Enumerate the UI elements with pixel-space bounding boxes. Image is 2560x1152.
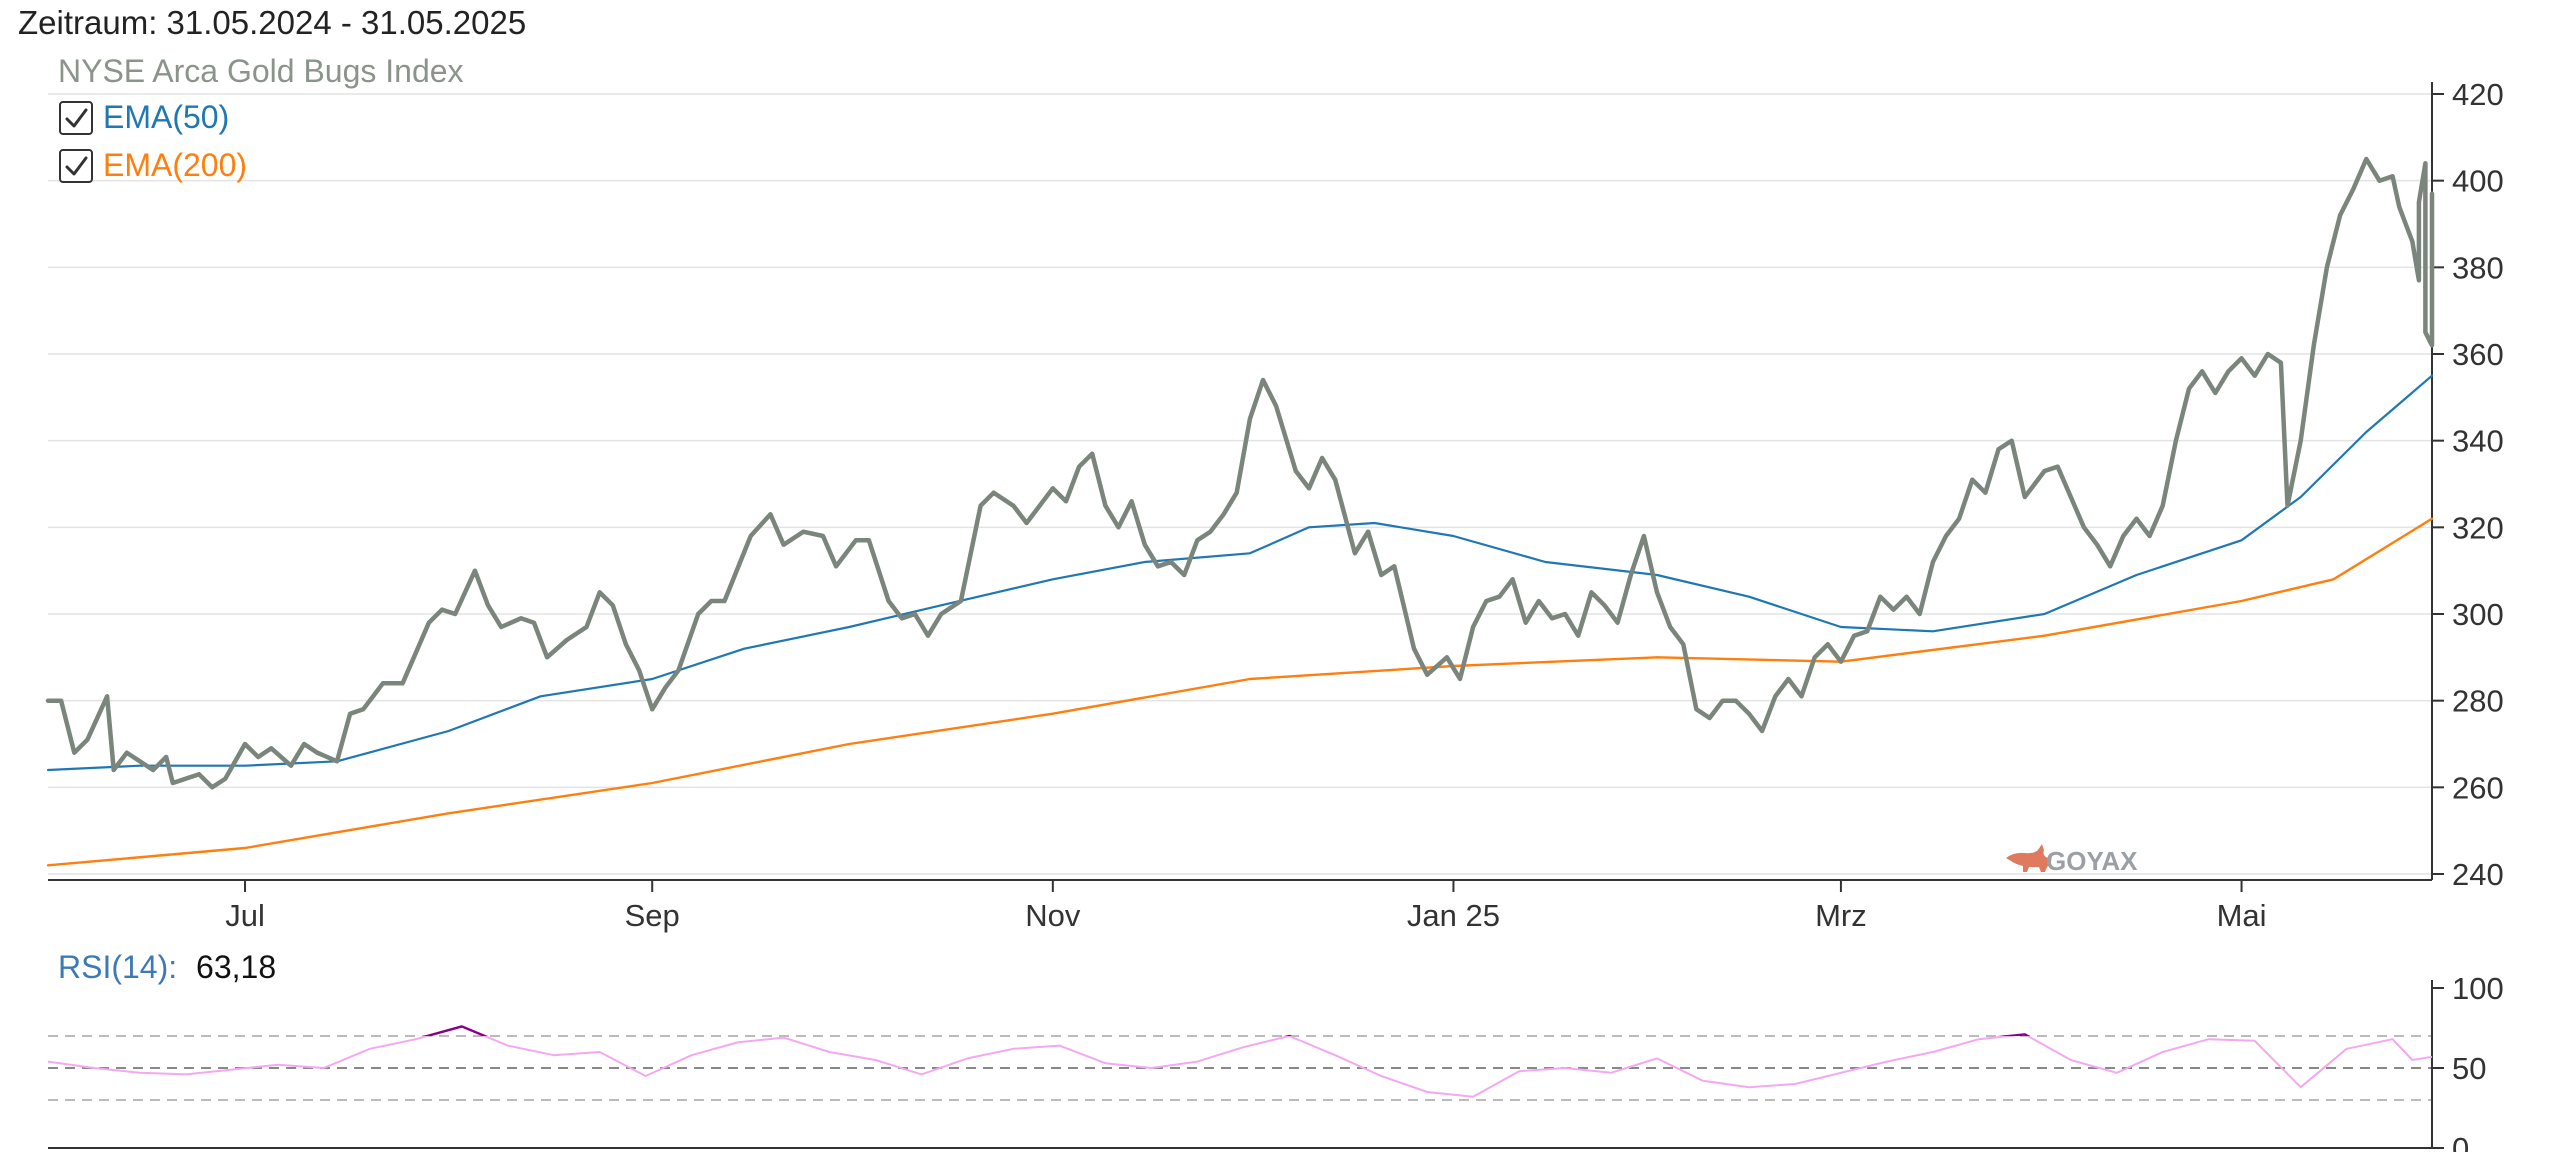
x-tick-label: Jan 25 [1407, 898, 1500, 933]
x-tick-label: Mai [2217, 898, 2267, 933]
watermark: GOYAX [2006, 844, 2138, 876]
price-tick-label: 240 [2452, 857, 2504, 892]
price-axis: 240 260 280 300 320 340 360 380 400 420 Jul Sep Nov J… [48, 77, 2504, 933]
rsi-label: RSI(14): 63,18 [58, 949, 276, 985]
price-tick-label: 320 [2452, 510, 2504, 545]
period-text: Zeitraum: 31.05.2024 - 31.05.2025 [18, 4, 526, 41]
price-tick-label: 400 [2452, 164, 2504, 199]
x-tick-label: Jul [225, 898, 265, 933]
ema200-line [46, 517, 2434, 867]
checkmark-icon [65, 108, 88, 128]
x-tick-label: Nov [1025, 898, 1081, 933]
price-tick-label: 280 [2452, 684, 2504, 719]
price-series-group [45, 156, 2435, 867]
price-tick-label: 360 [2452, 337, 2504, 372]
price-tick-label: 260 [2452, 770, 2504, 805]
ema200-checkbox[interactable] [59, 149, 93, 183]
rsi-value: 63,18 [196, 949, 276, 985]
price-grid [48, 93, 2432, 875]
bull-logo-icon [2006, 844, 2052, 872]
ema200-toggle[interactable]: EMA(200) [59, 147, 247, 183]
price-tick-label: 340 [2452, 424, 2504, 459]
ema50-checkbox[interactable] [59, 101, 93, 135]
checkmark-icon [65, 156, 88, 176]
rsi-tick-label: 50 [2452, 1051, 2486, 1086]
ema50-line [46, 374, 2434, 772]
rsi-tick-label: 0 [2452, 1131, 2469, 1152]
rsi-axis: 0 50 100 [48, 971, 2504, 1152]
price-line [45, 156, 2435, 790]
rsi-name: RSI(14): [58, 949, 177, 985]
ema50-label: EMA(50) [103, 99, 229, 135]
price-tick-label: 420 [2452, 77, 2504, 112]
rsi-grid [48, 1035, 2432, 1101]
main-series-label: NYSE Arca Gold Bugs Index [58, 53, 464, 89]
ema50-toggle[interactable]: EMA(50) [59, 99, 229, 135]
rsi-tick-label: 100 [2452, 971, 2504, 1006]
x-tick-label: Sep [625, 898, 680, 933]
x-tick-label: Mrz [1815, 898, 1867, 933]
watermark-text: GOYAX [2046, 846, 2138, 876]
price-tick-label: 380 [2452, 250, 2504, 285]
price-tick-label: 300 [2452, 597, 2504, 632]
rsi-series-group [47, 1025, 2433, 1099]
ema200-label: EMA(200) [103, 147, 247, 183]
